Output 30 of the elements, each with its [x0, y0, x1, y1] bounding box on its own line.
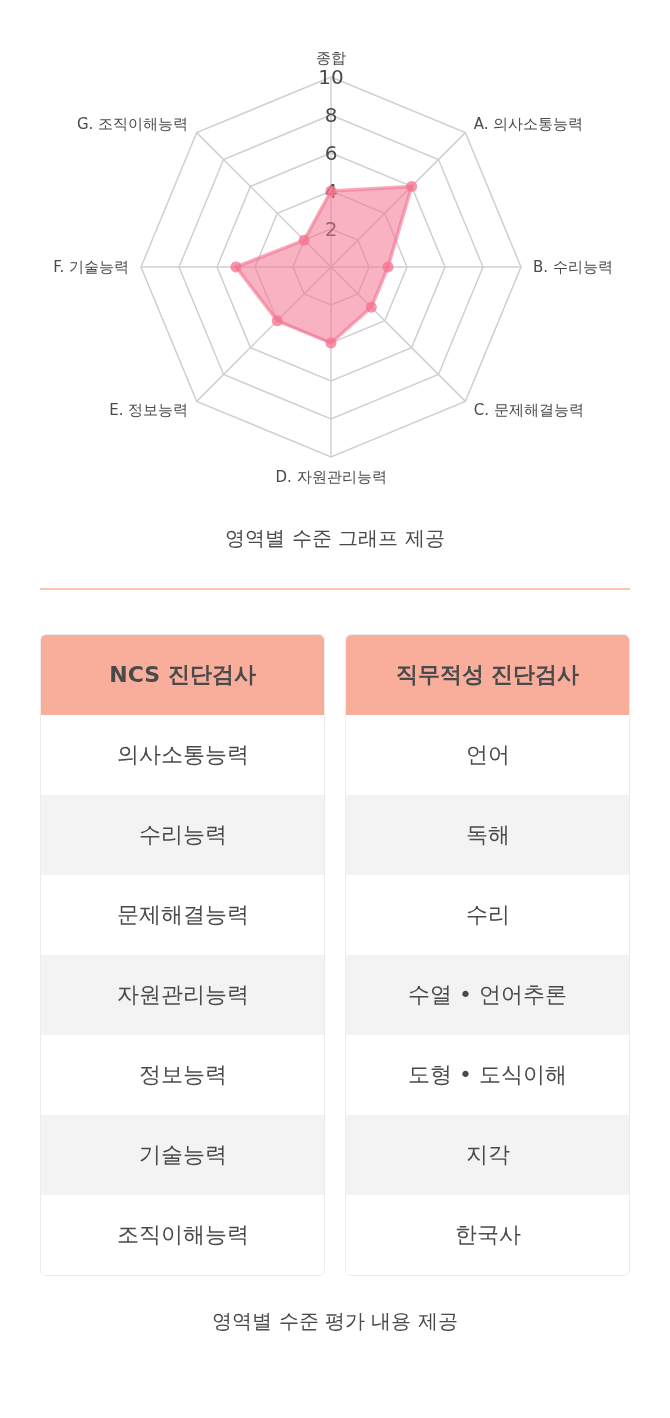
text: NCS 진단검사 [41, 635, 324, 715]
text: 직무적성 진단검사 [346, 635, 629, 715]
category-label: 도형 • 도식이해 [346, 1035, 629, 1115]
y-tick-label: 6 [324, 141, 338, 165]
category-label: 수리능력 [41, 795, 324, 875]
spoke-label: B. 수리능력 [533, 258, 613, 276]
y-tick-label: 10 [318, 65, 344, 89]
text: 영역별 수준 평가 내용 제공 [211, 1308, 459, 1335]
category-label: 자원관리능력 [41, 955, 324, 1035]
category-label: 문제해결능력 [41, 875, 324, 955]
category-label: 한국사 [346, 1195, 629, 1275]
category-label: 독해 [346, 795, 629, 875]
category-label: 수리 [346, 875, 629, 955]
spoke-label: D. 자원관리능력 [275, 467, 387, 486]
y-tick-label: 8 [324, 103, 338, 127]
category-label: 정보능력 [41, 1035, 324, 1115]
spoke-label: A. 의사소통능력 [473, 115, 584, 134]
spoke-label: 종합 [316, 48, 346, 67]
category-label: 언어 [346, 715, 629, 795]
category-label: 조직이해능력 [41, 1195, 324, 1275]
y-tick-label: 2 [324, 217, 338, 241]
category-label: 지각 [346, 1115, 629, 1195]
category-label: 수열 • 언어추론 [346, 955, 629, 1035]
category-label: 의사소통능력 [41, 715, 324, 795]
spoke-label: C. 문제해결능력 [473, 400, 584, 419]
spoke-label: F. 기술능력 [53, 258, 129, 276]
spoke-label: E. 정보능력 [109, 400, 189, 419]
category-label: 기술능력 [41, 1115, 324, 1195]
spoke-label: G. 조직이해능력 [76, 115, 189, 134]
text: 영역별 수준 그래프 제공 [224, 525, 446, 552]
